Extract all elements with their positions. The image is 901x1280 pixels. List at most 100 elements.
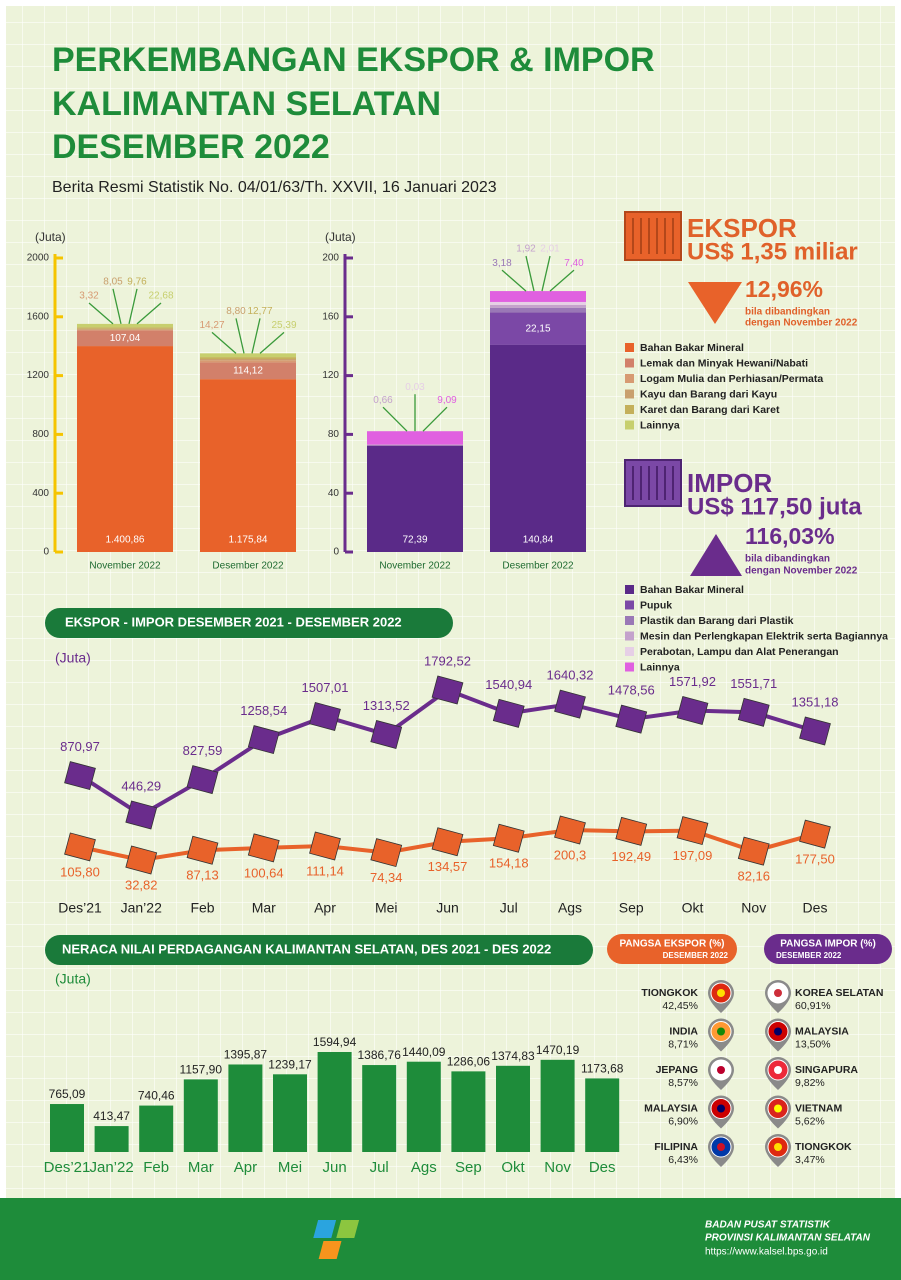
- share: 60,91%: [795, 1000, 831, 1012]
- container-marker: [186, 765, 219, 795]
- segment-label: 1.400,86: [106, 535, 145, 546]
- x-tick-label: November 2022: [89, 561, 161, 572]
- legend-swatch: [625, 631, 634, 641]
- x-tick-label: Jul: [500, 900, 518, 916]
- legend-label: Bahan Bakar Mineral: [640, 584, 744, 596]
- leader-line: [136, 302, 162, 325]
- x-tick-label: Okt: [501, 1159, 525, 1176]
- point-label: 1351,18: [792, 694, 839, 709]
- bar-segment: [77, 346, 173, 552]
- share: 9,82%: [795, 1077, 825, 1089]
- down-arrow: [688, 282, 742, 324]
- x-tick-label: Feb: [190, 900, 214, 916]
- bar-segment: [367, 431, 463, 445]
- y-tick-label: 120: [322, 370, 339, 381]
- segment-label: 8,05: [103, 277, 123, 288]
- leader-line: [549, 269, 575, 292]
- x-tick-label: Apr: [234, 1159, 257, 1176]
- footer-line: PROVINSI KALIMANTAN SELATAN: [705, 1233, 871, 1244]
- segment-label: 1,92: [516, 244, 536, 255]
- ekspor-label: EKSPOR: [687, 213, 797, 243]
- bar-label: 1173,68: [581, 1062, 624, 1076]
- point-label: 827,59: [183, 743, 223, 758]
- segment-label: 9,76: [127, 277, 147, 288]
- impor-change: 116,03%: [745, 523, 835, 549]
- leader-line: [112, 288, 122, 325]
- legend-label: Lainnya: [640, 419, 680, 431]
- point-label: 192,49: [611, 849, 651, 864]
- leader-line: [259, 331, 285, 354]
- x-tick-label: Jun: [323, 1159, 347, 1176]
- segment-label: 9,09: [437, 395, 457, 406]
- up-arrow: [690, 534, 742, 576]
- country: TIONGKOK: [641, 987, 698, 999]
- flag-emblem: [774, 1027, 782, 1036]
- share: 42,45%: [662, 1000, 698, 1012]
- pangsa-title: PANGSA IMPOR (%): [780, 939, 876, 950]
- title-line: KALIMANTAN SELATAN: [52, 85, 441, 123]
- container-marker: [431, 675, 464, 705]
- bar-segment: [367, 444, 463, 446]
- bar-segment: [200, 358, 296, 361]
- section-pill: [45, 935, 593, 965]
- legend-swatch: [625, 600, 634, 610]
- point-label: 134,57: [428, 859, 468, 874]
- point-label: 1478,56: [608, 683, 655, 698]
- x-tick-label: Mar: [188, 1159, 214, 1176]
- flag-emblem: [717, 1027, 725, 1036]
- legend-swatch: [625, 662, 634, 672]
- container-marker: [554, 815, 586, 845]
- bar: [585, 1078, 620, 1152]
- segment-label: 114,12: [233, 365, 263, 376]
- country: INDIA: [669, 1025, 698, 1037]
- point-label: 87,13: [186, 868, 219, 883]
- legend-swatch: [625, 389, 634, 399]
- flag-emblem: [717, 989, 725, 997]
- y-label: (Juta): [35, 230, 66, 244]
- share: 13,50%: [795, 1038, 831, 1050]
- x-tick-label: November 2022: [379, 561, 451, 572]
- segment-label: 0,03: [405, 382, 425, 393]
- bar: [50, 1104, 84, 1152]
- y-tick-label: 0: [43, 547, 49, 558]
- bar-label: 1374,83: [491, 1049, 535, 1063]
- x-tick-label: Mar: [252, 900, 276, 916]
- country: MALAYSIA: [795, 1025, 849, 1037]
- line-chart-title: EKSPOR - IMPOR DESEMBER 2021 - DESEMBER …: [65, 614, 402, 629]
- flag-emblem: [774, 989, 782, 997]
- bar: [317, 1052, 352, 1152]
- point-label: 1540,94: [485, 677, 532, 692]
- segment-label: 1.175,84: [229, 535, 268, 546]
- bar-label: 1440,09: [402, 1045, 446, 1059]
- legend-label: Mesin dan Perlengkapan Elektrik serta Ba…: [640, 630, 888, 642]
- x-tick-label: Mei: [375, 900, 398, 916]
- impor-note: dengan November 2022: [745, 566, 858, 577]
- y-tick-label: 1200: [27, 370, 50, 381]
- segment-label: 140,84: [523, 535, 554, 546]
- container-marker: [615, 816, 648, 846]
- bar: [362, 1065, 397, 1152]
- bar: [540, 1059, 575, 1152]
- container-marker: [492, 823, 525, 853]
- bar-segment: [200, 379, 296, 552]
- container-marker: [64, 832, 96, 862]
- legend-swatch: [625, 420, 634, 430]
- point-label: 105,80: [60, 864, 100, 879]
- y-label: (Juta): [55, 650, 91, 666]
- flag-emblem: [717, 1143, 725, 1151]
- leader-line: [541, 255, 551, 292]
- legend-swatch: [625, 585, 634, 594]
- bar-segment: [200, 360, 296, 363]
- bar-segment: [77, 328, 173, 330]
- segment-label: 2,01: [540, 244, 560, 255]
- y-tick-label: 1600: [27, 311, 50, 322]
- segment-label: 22,15: [525, 323, 550, 334]
- legend-label: Logam Mulia dan Perhiasan/Permata: [640, 373, 823, 385]
- legend-label: Plastik dan Barang dari Plastik: [640, 615, 794, 627]
- x-tick-label: Ags: [558, 900, 582, 916]
- segment-label: 22,68: [148, 291, 173, 302]
- bar: [451, 1071, 486, 1152]
- segment-label: 25,39: [271, 320, 296, 331]
- leader-line: [382, 406, 408, 432]
- bar-segment: [200, 357, 296, 359]
